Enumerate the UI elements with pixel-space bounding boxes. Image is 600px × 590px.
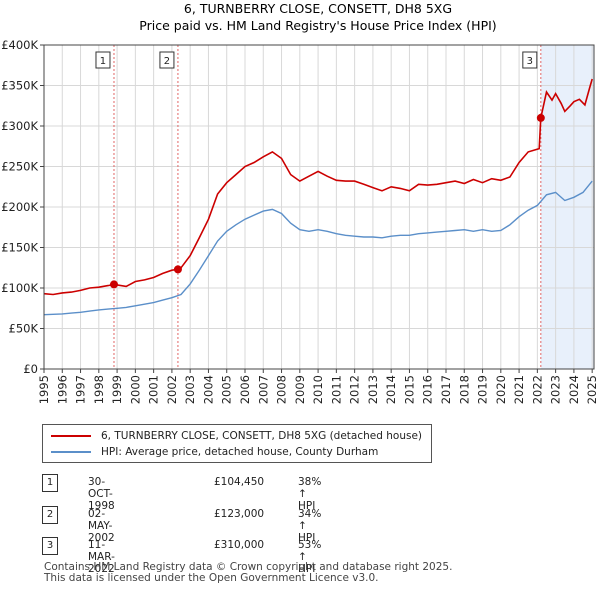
x-tick-label: 1999 <box>110 375 124 404</box>
point-layer <box>109 113 545 289</box>
legend: 6, TURNBERRY CLOSE, CONSETT, DH8 5XG (de… <box>42 424 432 463</box>
transaction-marker-label: 2 <box>164 56 170 67</box>
series-line-price-paid <box>43 78 593 296</box>
x-tick-label: 2002 <box>165 375 179 404</box>
transaction-point <box>109 280 118 289</box>
legend-swatch-price <box>51 435 91 437</box>
x-tick-label: 2008 <box>275 375 289 404</box>
transaction-price: £310,000 <box>214 539 265 551</box>
transaction-price: £123,000 <box>214 508 265 520</box>
transaction-marker-box <box>95 51 111 69</box>
legend-item-price: 6, TURNBERRY CLOSE, CONSETT, DH8 5XG (de… <box>51 428 422 444</box>
x-tick-label: 2013 <box>366 375 380 404</box>
legend-label-price: 6, TURNBERRY CLOSE, CONSETT, DH8 5XG (de… <box>101 430 422 442</box>
transaction-marker-label: 1 <box>100 56 106 67</box>
legend-item-hpi: HPI: Average price, detached house, Coun… <box>51 444 378 460</box>
x-tick-label: 2015 <box>402 375 416 404</box>
x-tick-label: 2005 <box>220 375 234 404</box>
x-tick-label: 1997 <box>74 375 88 404</box>
footer-licence: This data is licensed under the Open Gov… <box>44 572 379 584</box>
transaction-badge: 2 <box>42 506 58 524</box>
series-line-hpi <box>43 180 593 316</box>
transaction-marker-box <box>522 51 538 69</box>
x-tick-label: 2000 <box>128 375 142 404</box>
x-tick-label: 2003 <box>183 375 197 404</box>
transaction-marker-box <box>159 51 175 69</box>
chart-subtitle: Price paid vs. HM Land Registry's House … <box>139 18 496 33</box>
transaction-point <box>173 265 182 274</box>
grid-layer <box>43 44 594 370</box>
x-tick-label: 2021 <box>512 375 526 404</box>
transaction-price: £104,450 <box>214 476 265 488</box>
x-tick-label: 2025 <box>585 375 599 404</box>
series-layer <box>43 78 593 316</box>
transaction-badge: 1 <box>42 474 58 492</box>
axis-layer: £0 £50K £100K £150K £200K £250K £300K £350K £400… <box>1 38 599 404</box>
x-tick-label: 2012 <box>348 375 362 404</box>
x-tick-label: 2006 <box>238 375 252 404</box>
x-tick-label: 2011 <box>329 375 343 404</box>
x-tick-label: 2023 <box>549 375 563 404</box>
x-tick-label: 2017 <box>439 375 453 404</box>
x-tick-label: 2016 <box>421 375 435 404</box>
x-tick-label: 2014 <box>384 375 398 404</box>
x-tick-label: 2004 <box>201 375 215 404</box>
footer: Contains HM Land Registry data © Crown c… <box>44 562 452 584</box>
transaction-marker-label: 3 <box>527 56 533 67</box>
y-tick-label: £350K <box>1 79 38 93</box>
y-tick-label: £400K <box>1 38 38 52</box>
marker-line-layer: 1 2 3 <box>95 45 542 369</box>
y-tick-label: £0 <box>23 362 38 376</box>
x-tick-label: 2020 <box>494 375 508 404</box>
x-tick-label: 2022 <box>530 375 544 404</box>
transaction-date: 30-OCT-1998 <box>88 476 115 512</box>
legend-label-hpi: HPI: Average price, detached house, Coun… <box>101 446 379 458</box>
x-tick-label: 1996 <box>55 375 69 404</box>
y-tick-label: £150K <box>1 241 38 255</box>
x-tick-label: 2018 <box>457 375 471 404</box>
x-tick-label: 2009 <box>293 375 307 404</box>
x-tick-label: 2007 <box>256 375 270 404</box>
y-tick-label: £300K <box>1 119 38 133</box>
chart-svg: 6, TURNBERRY CLOSE, CONSETT, DH8 5XG Pri… <box>1 1 599 404</box>
y-tick-label: £100K <box>1 281 38 295</box>
x-tick-label: 2010 <box>311 375 325 404</box>
transaction-hpi-change: 38% ↑ HPI <box>298 476 322 512</box>
x-tick-label: 1998 <box>92 375 106 404</box>
transaction-hpi-change: 34% ↑ HPI <box>298 508 322 544</box>
y-tick-label: £50K <box>9 322 39 336</box>
x-tick-label: 2019 <box>476 375 490 404</box>
y-tick-label: £250K <box>1 160 38 174</box>
transaction-point <box>536 113 545 122</box>
transaction-date: 11-MAR-2022 <box>88 539 115 575</box>
transaction-hpi-change: 53% ↑ HPI <box>298 539 322 575</box>
footer-copyright: Contains HM Land Registry data © Crown c… <box>44 561 453 573</box>
y-tick-label: £200K <box>1 200 38 214</box>
legend-swatch-hpi <box>51 451 91 453</box>
transaction-badge: 3 <box>42 537 58 555</box>
transaction-date: 02-MAY-2002 <box>88 508 115 544</box>
x-tick-label: 1995 <box>37 375 51 404</box>
chart-title: 6, TURNBERRY CLOSE, CONSETT, DH8 5XG <box>184 1 452 16</box>
x-tick-label: 2001 <box>147 375 161 404</box>
x-tick-label: 2024 <box>567 375 581 404</box>
